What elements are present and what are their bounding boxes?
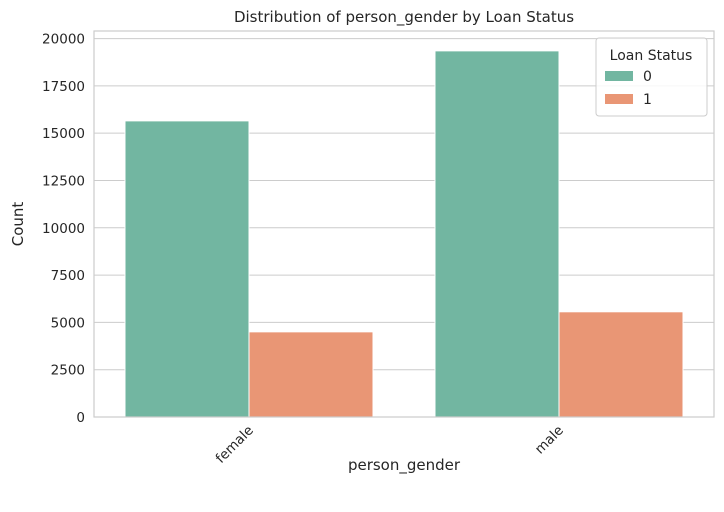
y-axis-label: Count bbox=[9, 202, 27, 247]
y-tick-label: 10000 bbox=[42, 221, 85, 237]
y-tick-label: 2500 bbox=[51, 363, 85, 379]
plot-frame bbox=[93, 30, 715, 418]
y-tick-label: 0 bbox=[76, 410, 85, 426]
y-tick-label: 17500 bbox=[42, 79, 85, 95]
legend-label-1: 1 bbox=[643, 92, 652, 108]
y-tick-label: 7500 bbox=[51, 268, 85, 284]
y-tick-labels: 0 2500 5000 7500 10000 12500 15000 17500 20000 bbox=[42, 32, 85, 426]
legend: Loan Status 0 1 bbox=[595, 37, 708, 117]
legend-swatch-0 bbox=[605, 71, 633, 81]
bar-male-series-1 bbox=[558, 311, 684, 418]
legend-label-0: 0 bbox=[643, 69, 652, 85]
bar-male-series-0 bbox=[434, 50, 560, 418]
bar-female-series-0 bbox=[124, 120, 250, 418]
legend-title: Loan Status bbox=[610, 48, 693, 64]
y-tick-label: 12500 bbox=[42, 173, 85, 189]
y-tick-label: 5000 bbox=[51, 315, 85, 331]
y-tick-label: 15000 bbox=[42, 126, 85, 142]
bars bbox=[124, 50, 684, 418]
y-tick-label: 20000 bbox=[42, 32, 85, 48]
legend-swatch-1 bbox=[605, 94, 633, 104]
x-tick-label: female bbox=[213, 423, 257, 467]
x-axis-label: person_gender bbox=[348, 456, 461, 475]
bar-female-series-1 bbox=[248, 331, 374, 418]
x-tick-label: male bbox=[532, 423, 567, 458]
chart-title: Distribution of person_gender by Loan St… bbox=[234, 8, 574, 27]
